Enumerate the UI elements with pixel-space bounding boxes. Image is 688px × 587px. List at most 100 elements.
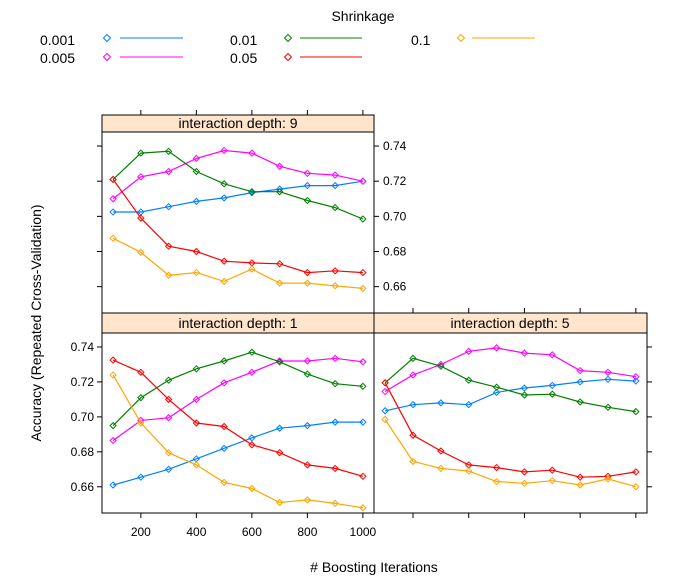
- data-point-shrinkage-005-iter-1000: [359, 472, 367, 481]
- data-point-shrinkage-01-iter-600: [520, 479, 529, 487]
- legend-title: Shrinkage: [331, 8, 394, 24]
- legend-marker-005: [283, 52, 293, 62]
- data-point-shrinkage-0001-iter-900: [331, 181, 339, 190]
- data-point-shrinkage-0005-iter-500: [220, 379, 228, 387]
- data-point-shrinkage-0005-iter-500: [220, 146, 228, 155]
- data-point-shrinkage-0005-iter-400: [192, 395, 201, 404]
- y-tick-label-left: 0.72: [71, 375, 95, 389]
- legend-entry-0001: 0.001: [40, 32, 183, 48]
- data-point-shrinkage-001-iter-500: [492, 383, 501, 391]
- data-point-shrinkage-0001-iter-500: [220, 194, 228, 202]
- data-point-shrinkage-005-iter-700: [275, 260, 284, 268]
- legend-label-01: 0.1: [411, 32, 431, 48]
- data-point-shrinkage-0005-iter-300: [164, 167, 173, 176]
- data-point-shrinkage-01-iter-900: [331, 499, 339, 508]
- data-point-shrinkage-01-iter-100: [381, 415, 389, 424]
- data-point-shrinkage-0005-iter-800: [303, 169, 312, 178]
- strip-label-depth-1: interaction depth: 1: [178, 315, 297, 331]
- data-point-shrinkage-01-iter-500: [220, 277, 228, 286]
- data-point-shrinkage-005-iter-700: [548, 466, 556, 474]
- data-point-shrinkage-01-iter-400: [465, 467, 473, 475]
- data-point-shrinkage-0005-iter-200: [409, 371, 417, 379]
- legend-entry-01: 0.1: [411, 32, 535, 48]
- series-layer-depth-1: [109, 348, 367, 512]
- data-point-shrinkage-01-iter-1000: [359, 284, 367, 293]
- data-point-shrinkage-0001-iter-900: [331, 418, 339, 426]
- data-point-shrinkage-0001-iter-1000: [359, 418, 367, 426]
- data-point-shrinkage-005-iter-600: [248, 441, 256, 449]
- data-point-shrinkage-0005-iter-100: [109, 195, 117, 203]
- data-point-shrinkage-0001-iter-300: [437, 399, 445, 407]
- data-point-shrinkage-0001-iter-400: [465, 400, 473, 409]
- data-point-shrinkage-0005-iter-1000: [359, 177, 367, 185]
- data-point-shrinkage-0001-iter-500: [492, 388, 501, 397]
- data-point-shrinkage-005-iter-700: [275, 449, 284, 457]
- data-point-shrinkage-005-iter-600: [520, 468, 529, 476]
- data-point-shrinkage-0005-iter-700: [275, 357, 284, 365]
- data-point-shrinkage-0001-iter-300: [164, 465, 173, 474]
- data-point-shrinkage-0001-iter-600: [248, 434, 256, 442]
- data-point-shrinkage-0001-iter-100: [381, 407, 389, 415]
- legend-label-001: 0.01: [230, 32, 257, 48]
- data-point-shrinkage-001-iter-900: [604, 403, 612, 411]
- y-tick-label-left: 0.66: [71, 480, 95, 494]
- y-tick-label-left: 0.68: [71, 445, 95, 459]
- data-point-shrinkage-005-iter-800: [303, 461, 312, 469]
- legend-entry-005: 0.05: [230, 50, 362, 66]
- series-line-shrinkage-0001: [113, 180, 363, 213]
- data-point-shrinkage-0005-iter-1000: [632, 372, 640, 381]
- data-point-shrinkage-001-iter-600: [248, 348, 256, 356]
- data-point-shrinkage-0005-iter-900: [604, 368, 612, 377]
- x-tick-label: 400: [186, 525, 206, 539]
- series-line-shrinkage-0005: [384, 347, 636, 393]
- data-point-shrinkage-0001-iter-100: [109, 208, 117, 216]
- data-point-shrinkage-0001-iter-300: [164, 202, 173, 211]
- data-point-shrinkage-001-iter-600: [248, 188, 256, 196]
- y-tick-label-right: 0.70: [383, 209, 407, 223]
- data-point-shrinkage-01-iter-300: [164, 271, 173, 279]
- data-point-shrinkage-0005-iter-600: [520, 349, 529, 357]
- data-point-shrinkage-001-iter-500: [220, 357, 228, 365]
- legend-entry-0005: 0.005: [40, 50, 183, 66]
- data-point-shrinkage-0001-iter-400: [192, 197, 201, 206]
- data-point-shrinkage-001-iter-400: [192, 167, 201, 176]
- data-point-shrinkage-0005-iter-700: [275, 162, 284, 170]
- data-point-shrinkage-001-iter-400: [192, 365, 201, 373]
- data-point-shrinkage-0001-iter-700: [275, 424, 284, 432]
- data-point-shrinkage-0005-iter-500: [492, 344, 501, 352]
- legend-label-005: 0.05: [230, 50, 257, 66]
- data-point-shrinkage-001-iter-200: [137, 393, 145, 402]
- strip-label-depth-9: interaction depth: 9: [178, 115, 297, 131]
- data-point-shrinkage-0001-iter-100: [109, 481, 117, 489]
- data-point-shrinkage-005-iter-100: [109, 356, 117, 364]
- series-line-shrinkage-01: [384, 419, 637, 488]
- data-point-shrinkage-005-iter-400: [192, 419, 201, 427]
- data-point-shrinkage-0005-iter-400: [465, 347, 473, 356]
- data-point-shrinkage-01-iter-400: [192, 268, 201, 277]
- data-point-shrinkage-01-iter-900: [604, 475, 612, 483]
- data-point-shrinkage-001-iter-700: [275, 188, 284, 196]
- data-point-shrinkage-005-iter-300: [437, 447, 445, 455]
- data-point-shrinkage-005-iter-1000: [359, 268, 367, 277]
- data-point-shrinkage-0005-iter-100: [381, 387, 389, 396]
- data-point-shrinkage-0001-iter-800: [576, 378, 584, 386]
- data-point-shrinkage-005-iter-900: [331, 267, 339, 275]
- panel-depth-9: interaction depth: 9: [101, 114, 375, 314]
- data-point-shrinkage-001-iter-200: [137, 149, 145, 157]
- series-line-shrinkage-01: [112, 237, 363, 289]
- data-point-shrinkage-001-iter-600: [520, 391, 529, 399]
- data-point-shrinkage-01-iter-800: [576, 481, 584, 489]
- y-tick-label-right: 0.66: [383, 280, 407, 294]
- data-point-shrinkage-005-iter-200: [137, 368, 145, 377]
- data-point-shrinkage-0005-iter-800: [576, 366, 584, 375]
- data-point-shrinkage-0001-iter-600: [520, 384, 529, 392]
- data-point-shrinkage-01-iter-500: [220, 478, 228, 487]
- data-point-shrinkage-01-iter-700: [275, 279, 284, 287]
- data-point-shrinkage-001-iter-100: [109, 421, 117, 430]
- x-axis-title: # Boosting Iterations: [310, 559, 438, 575]
- data-point-shrinkage-0005-iter-1000: [359, 358, 367, 366]
- data-point-shrinkage-001-iter-800: [303, 196, 312, 205]
- y-tick-label-right: 0.74: [383, 139, 407, 153]
- series-line-shrinkage-0005: [112, 149, 364, 200]
- data-point-shrinkage-0005-iter-300: [164, 414, 173, 422]
